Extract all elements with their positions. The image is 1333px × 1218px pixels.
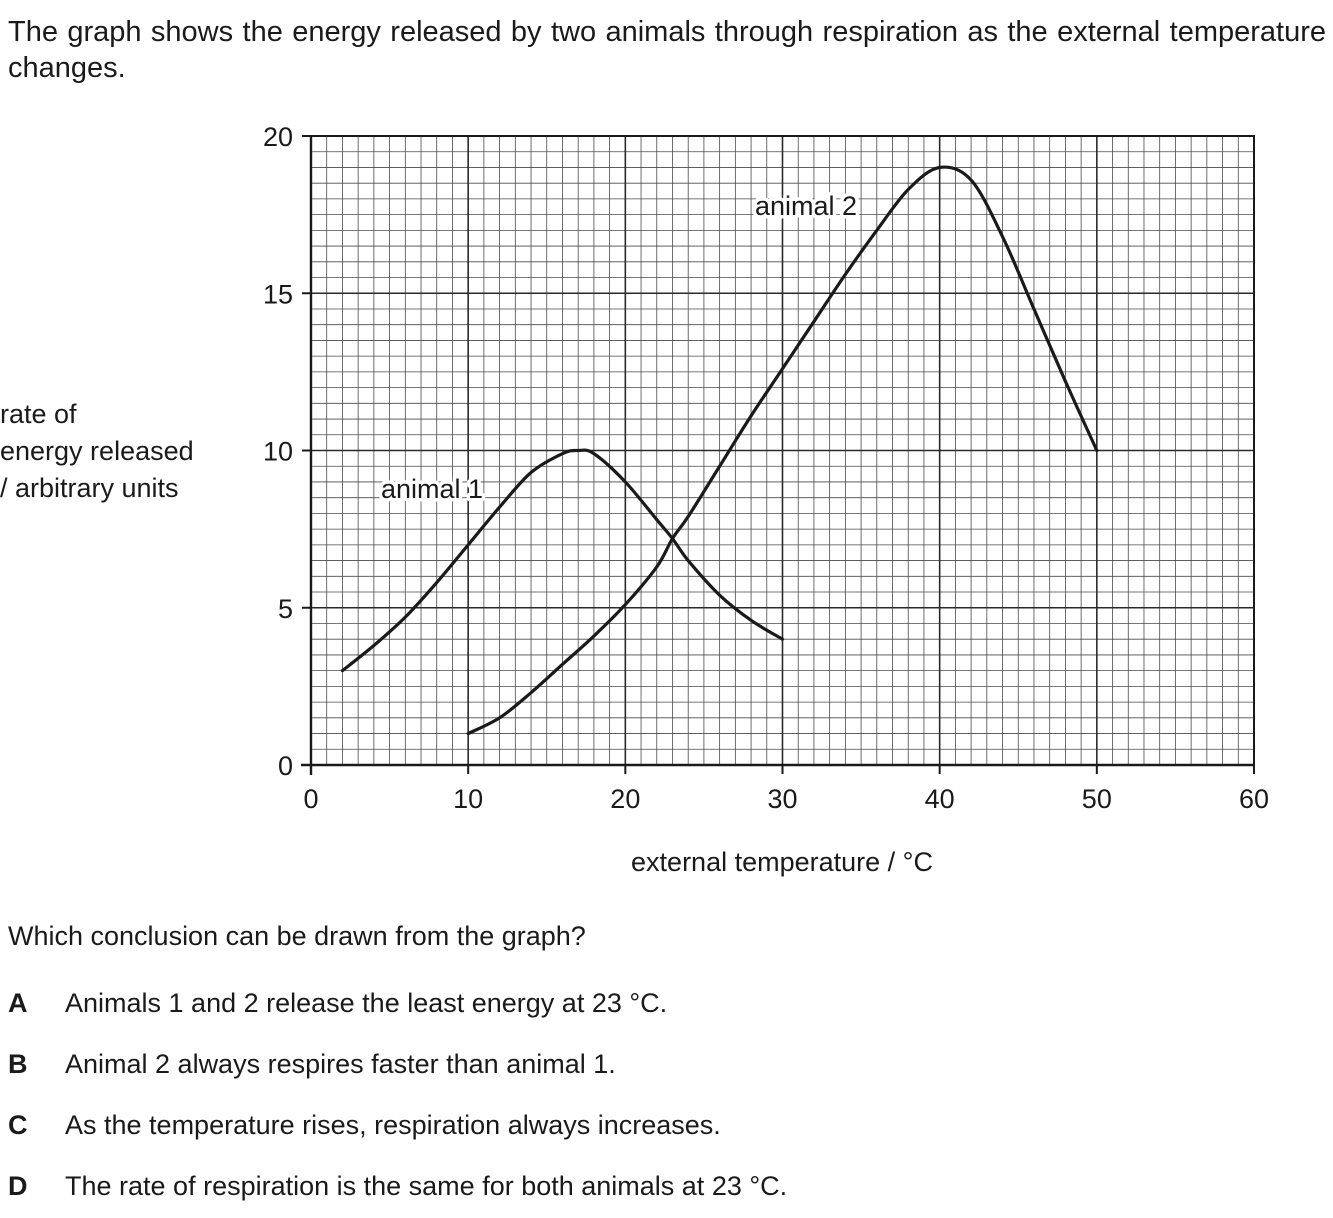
x-tick-label: 10: [453, 784, 483, 814]
line-chart: 0 10 20 30 40 50 60 0 5 10 15 20 animal 1 animal 2 e…: [263, 122, 1269, 877]
option-a[interactable]: A Animals 1 and 2 release the least ener…: [8, 985, 667, 1021]
x-tick-label: 50: [1082, 784, 1112, 814]
x-tick-label: 20: [610, 784, 640, 814]
series-lines: [340, 165, 1099, 736]
x-tick-label: 40: [925, 784, 955, 814]
axes: [301, 135, 1255, 775]
option-b[interactable]: B Animal 2 always respires faster than a…: [8, 1046, 616, 1082]
series-label-1: animal 1: [381, 474, 483, 504]
series-line-2: [466, 165, 1099, 736]
y-axis-label-line: energy released: [0, 436, 194, 466]
y-tick-label: 15: [263, 279, 293, 309]
x-tick-label: 30: [767, 784, 797, 814]
option-text: Animals 1 and 2 release the least energy…: [65, 988, 668, 1018]
option-letter: C: [8, 1110, 28, 1140]
option-text: Animal 2 always respires faster than ani…: [65, 1049, 616, 1079]
x-axis-label: external temperature / °C: [631, 847, 933, 877]
x-tick-label: 60: [1239, 784, 1269, 814]
intro-text: The graph shows the energy released by t…: [8, 16, 1326, 84]
option-letter: B: [8, 1049, 28, 1079]
tick-labels: 0 10 20 30 40 50 60 0 5 10 15 20: [263, 122, 1269, 814]
option-text: The rate of respiration is the same for …: [65, 1171, 788, 1201]
option-text: As the temperature rises, respiration al…: [65, 1110, 721, 1140]
y-tick-label: 5: [278, 594, 293, 624]
y-axis-label-line: rate of: [0, 399, 77, 429]
series-label-2: animal 2: [755, 191, 857, 221]
y-axis-label: rate of energy released / arbitrary unit…: [0, 396, 194, 507]
option-letter: A: [8, 988, 28, 1018]
option-c[interactable]: C As the temperature rises, respiration …: [8, 1107, 721, 1143]
y-tick-label: 20: [263, 122, 293, 152]
y-tick-label: 0: [278, 751, 293, 781]
y-tick-label: 10: [263, 437, 293, 467]
option-d[interactable]: D The rate of respiration is the same fo…: [8, 1168, 787, 1204]
series-line-1: [340, 448, 785, 673]
y-axis-label-line: / arbitrary units: [0, 473, 179, 503]
x-tick-label: 0: [303, 784, 318, 814]
option-letter: D: [8, 1171, 28, 1201]
question-text: Which conclusion can be drawn from the g…: [8, 921, 586, 951]
series-labels: animal 1 animal 2: [378, 188, 861, 508]
